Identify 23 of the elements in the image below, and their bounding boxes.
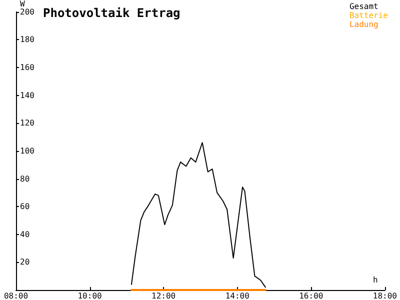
x-tick-label: 16:00: [299, 292, 324, 300]
y-tick-label: 200: [20, 7, 35, 16]
y-tick-label: 180: [20, 35, 35, 44]
y-tick-label: 120: [20, 118, 35, 128]
line-series: [130, 142, 266, 288]
x-tick-label: 08:00: [4, 292, 28, 300]
x-tick-label: 12:00: [152, 292, 176, 300]
chart-title: Photovoltaik Ertrag: [43, 6, 180, 20]
y-tick-label: 140: [20, 90, 35, 100]
y-tick-label: 40: [20, 230, 30, 239]
y-axis-title: W: [20, 0, 25, 8]
y-tick-label: 60: [20, 202, 30, 212]
y-tick-label: 20: [20, 258, 30, 267]
x-axis-title: h: [372, 276, 378, 284]
y-tick-label: 80: [20, 174, 30, 184]
y-tick-label: 100: [20, 146, 35, 156]
x-tick-label: 14:00: [225, 292, 250, 300]
legend-label: Batterie: [349, 11, 388, 20]
x-tick-label: 18:00: [372, 292, 398, 300]
y-tick-label: 160: [20, 63, 35, 72]
x-tick-label: 10:00: [78, 292, 102, 300]
text: Gesamt: [349, 2, 379, 11]
text: Ladung: [349, 20, 379, 29]
